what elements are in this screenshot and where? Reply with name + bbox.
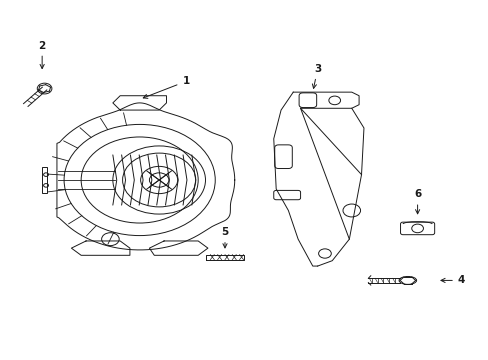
Text: 2: 2 <box>39 41 46 68</box>
Text: 6: 6 <box>413 189 420 214</box>
Text: 4: 4 <box>440 275 464 285</box>
Text: 1: 1 <box>143 76 189 98</box>
Text: 5: 5 <box>221 227 228 248</box>
Text: 3: 3 <box>312 64 321 88</box>
